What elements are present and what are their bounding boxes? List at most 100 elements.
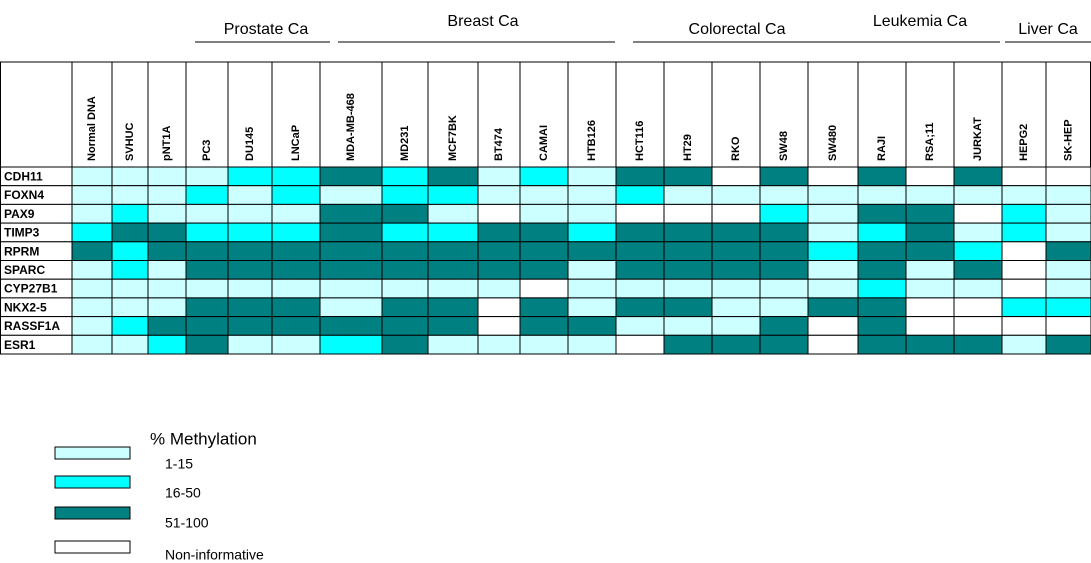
column-label: SK-HEP (1062, 119, 1074, 161)
cell (711, 185, 761, 205)
cell (227, 203, 273, 224)
cell (953, 334, 1003, 355)
cell (111, 185, 149, 205)
cell (271, 241, 321, 262)
cell (1001, 166, 1047, 187)
cell (857, 260, 907, 280)
cell (759, 260, 809, 280)
cell (427, 260, 479, 280)
row-label: TIMP3 (4, 226, 40, 240)
column-label: pNT1A (161, 126, 173, 162)
cell (111, 278, 149, 299)
cell (427, 222, 479, 243)
cell (663, 241, 713, 262)
cell (807, 297, 859, 318)
cell (663, 185, 713, 205)
row-label: ESR1 (4, 338, 36, 352)
cell (1045, 278, 1091, 299)
cell (381, 241, 429, 262)
cell (1001, 185, 1047, 205)
cell (227, 185, 273, 205)
cell (147, 297, 187, 318)
cell (147, 166, 187, 187)
cell (477, 185, 521, 205)
cell (147, 260, 187, 280)
cell (71, 278, 113, 299)
cell (381, 166, 429, 187)
column-label: RAJI (876, 136, 888, 161)
cell (185, 185, 229, 205)
cell (1001, 316, 1047, 336)
cell (227, 334, 273, 355)
cell (185, 203, 229, 224)
cell (381, 297, 429, 318)
cell (147, 222, 187, 243)
cell (271, 316, 321, 336)
cell (147, 241, 187, 262)
cell (807, 260, 859, 280)
cell (807, 203, 859, 224)
cell (227, 316, 273, 336)
cell (1045, 241, 1091, 262)
row-label: SPARC (4, 263, 45, 277)
column-label: PC3 (201, 140, 213, 161)
cell (427, 334, 479, 355)
cell (615, 297, 665, 318)
cell (519, 166, 569, 187)
cell (477, 203, 521, 224)
cell (953, 222, 1003, 243)
cell (663, 222, 713, 243)
cell (111, 297, 149, 318)
cell (905, 297, 955, 318)
cell (477, 166, 521, 187)
row-label: CYP27B1 (4, 282, 58, 296)
cell (185, 222, 229, 243)
row-label: CDH11 (4, 170, 43, 184)
cell (663, 260, 713, 280)
cell (857, 297, 907, 318)
cell (227, 297, 273, 318)
cell (857, 334, 907, 355)
cell (759, 166, 809, 187)
cell (71, 166, 113, 187)
cell (381, 203, 429, 224)
cell (1045, 297, 1091, 318)
cell (759, 241, 809, 262)
cell (711, 166, 761, 187)
cell (271, 278, 321, 299)
cell (147, 203, 187, 224)
cell (111, 203, 149, 224)
cell (567, 260, 617, 280)
cell (905, 260, 955, 280)
cell (319, 334, 383, 355)
cell (759, 185, 809, 205)
column-label: SW48 (778, 131, 790, 161)
cell (477, 241, 521, 262)
cell (1045, 222, 1091, 243)
cell (953, 166, 1003, 187)
column-label: CAMAI (538, 125, 550, 161)
cell (807, 316, 859, 336)
column-label: SVHUC (124, 122, 136, 161)
cell (615, 334, 665, 355)
group-label: Liver Ca (1018, 21, 1078, 38)
column-label: DU145 (244, 127, 256, 161)
cell (477, 260, 521, 280)
row-label: RASSF1A (4, 319, 60, 333)
cell (227, 260, 273, 280)
column-label: MDA-MB-468 (345, 93, 357, 161)
cell (427, 166, 479, 187)
cell (615, 241, 665, 262)
cell (857, 166, 907, 187)
cell (477, 222, 521, 243)
cell (1045, 260, 1091, 280)
cell (615, 166, 665, 187)
cell (857, 241, 907, 262)
group-label: Breast Ca (447, 13, 518, 30)
cell (953, 185, 1003, 205)
column-label: BT474 (493, 127, 505, 161)
cell (711, 222, 761, 243)
cell (1001, 241, 1047, 262)
cell (111, 316, 149, 336)
cell (319, 297, 383, 318)
